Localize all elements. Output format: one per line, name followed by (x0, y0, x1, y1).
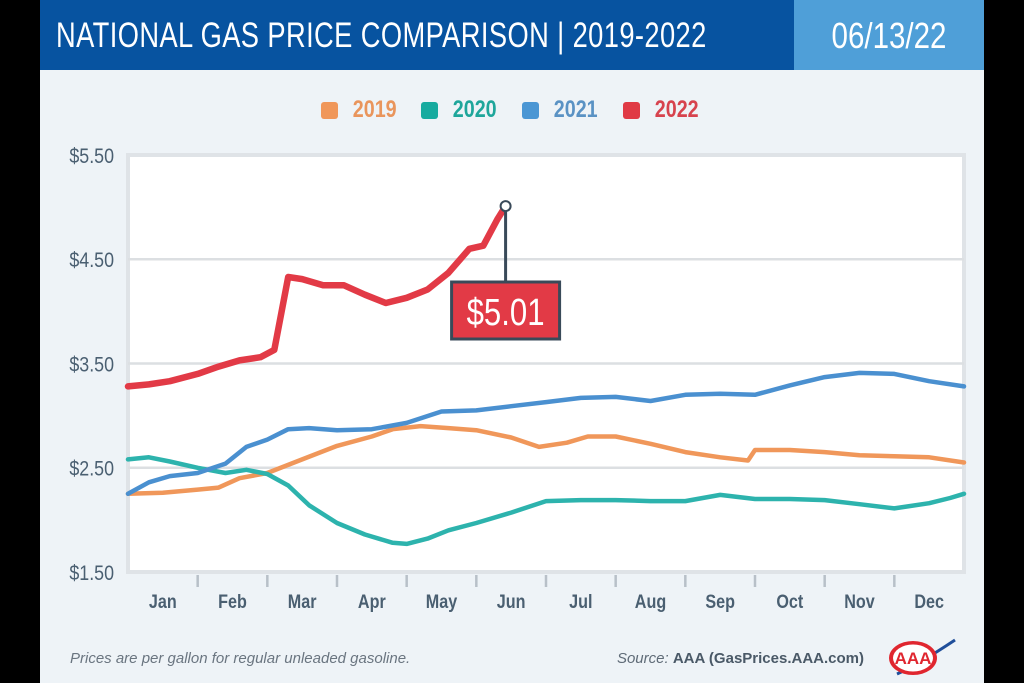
y-tick-label: $4.50 (69, 249, 114, 273)
legend-label-2020: 2020 (453, 96, 497, 123)
x-tick-label: Feb (218, 591, 247, 613)
x-tick-label: Aug (635, 591, 666, 613)
source-credit: Source: AAA (GasPrices.AAA.com) (617, 650, 864, 667)
legend-label-2021: 2021 (554, 96, 598, 123)
callout-box (450, 280, 562, 341)
chart-title: NATIONAL GAS PRICE COMPARISON | 2019-202… (56, 16, 707, 55)
source-value: AAA (GasPrices.AAA.com) (672, 650, 864, 667)
aaa-logo-icon: AAA (889, 638, 956, 676)
x-tick-label: Apr (358, 591, 386, 613)
x-tick-label: Jun (497, 591, 526, 613)
legend-item-2022: 2022 (623, 96, 703, 124)
legend-swatch-2021 (522, 101, 540, 119)
callout-marker (499, 200, 512, 213)
y-tick-label: $3.50 (69, 353, 114, 377)
legend-item-2019: 2019 (320, 96, 401, 124)
svg-text:AAA: AAA (895, 649, 932, 668)
x-tick-label: Jul (569, 591, 592, 613)
legend: 2019 2020 2021 2022 (40, 96, 984, 130)
source-label: Source: (616, 650, 669, 667)
callout-value: $5.01 (467, 292, 545, 334)
date-label: 06/13/22 (831, 15, 947, 56)
legend-label-2019: 2019 (352, 96, 397, 123)
x-tick-label: Dec (914, 591, 944, 613)
infographic-card: NATIONAL GAS PRICE COMPARISON | 2019-202… (40, 0, 984, 683)
series-line-2022 (124, 202, 509, 390)
legend-swatch-2022 (623, 101, 641, 119)
x-tick-label: Nov (844, 591, 875, 613)
legend-item-2021: 2021 (522, 96, 602, 124)
series-line-2020 (125, 455, 967, 547)
y-tick-label: $1.50 (69, 562, 114, 586)
y-tick-label: $2.50 (69, 457, 114, 481)
series-line-2021 (125, 370, 967, 497)
legend-swatch-2020 (421, 101, 439, 119)
header-bar: NATIONAL GAS PRICE COMPARISON | 2019-202… (40, 0, 984, 70)
footnote: Prices are per gallon for regular unlead… (70, 650, 411, 667)
x-tick-label: Jan (149, 591, 177, 613)
series-line-2019 (125, 423, 967, 497)
legend-item-2020: 2020 (421, 96, 501, 124)
legend-label-2022: 2022 (654, 96, 699, 123)
date-box: 06/13/22 (794, 0, 984, 70)
x-tick-label: Mar (288, 591, 317, 613)
y-tick-label: $5.50 (69, 145, 114, 169)
x-tick-label: Oct (776, 591, 803, 613)
x-tick-label: Sep (705, 591, 735, 613)
legend-swatch-2019 (320, 101, 338, 119)
line-chart: $1.50 $2.50 $3.50 $4.50 $5.50 Jan Feb Mar Apr Ma… (69, 145, 967, 613)
x-tick-label: May (426, 591, 458, 613)
